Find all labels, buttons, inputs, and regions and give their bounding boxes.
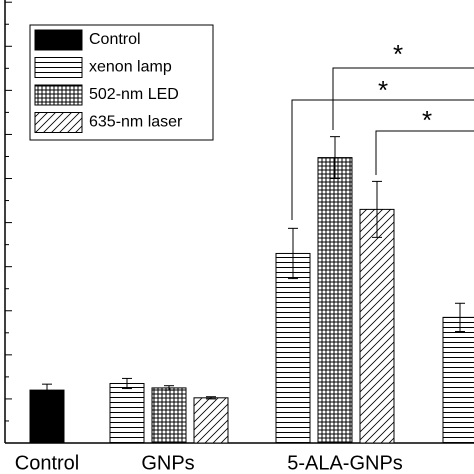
x-tick-label: Control [15, 452, 79, 474]
x-tick-label: 5-ALA-GNPs [287, 452, 403, 474]
legend-label: Control [89, 31, 141, 48]
significance-brackets [291, 67, 474, 220]
bar [29, 389, 65, 444]
legend-swatch [34, 112, 83, 133]
legend-swatch [34, 29, 83, 51]
bar [151, 387, 187, 444]
bar [193, 397, 229, 444]
legend-label: 502-nm LED [89, 86, 179, 103]
x-tick-label: GNPs [141, 452, 194, 474]
bar [317, 157, 353, 444]
bracket [291, 99, 474, 220]
legend-label: 635-nm laser [89, 114, 183, 131]
legend-swatch [34, 84, 83, 106]
legend-swatch [34, 57, 83, 78]
bar [442, 316, 474, 444]
annotation: * [393, 39, 403, 69]
bar [359, 208, 395, 444]
bar [109, 382, 145, 444]
bracket [375, 130, 474, 175]
annotation: * [378, 75, 388, 105]
bracket [332, 67, 474, 130]
bar [275, 252, 311, 444]
annotation: * [422, 105, 432, 135]
legend-label: xenon lamp [89, 59, 172, 76]
